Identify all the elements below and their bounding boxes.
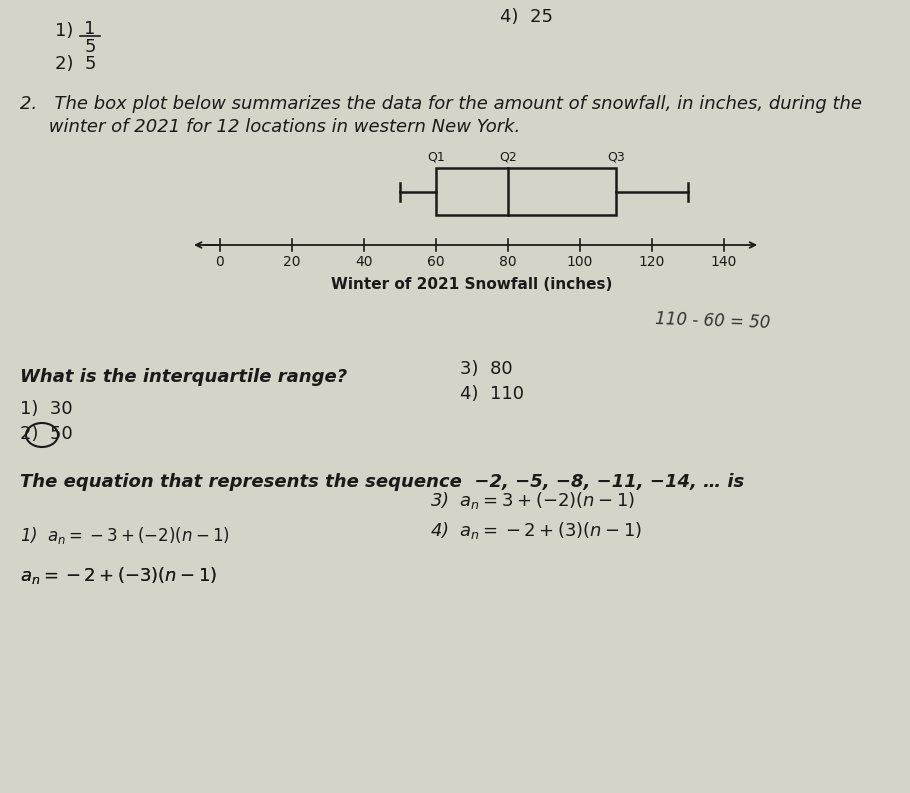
- Text: Winter of 2021 Snowfall (inches): Winter of 2021 Snowfall (inches): [331, 277, 612, 292]
- Text: 1: 1: [85, 20, 96, 38]
- Text: 2.   The box plot below summarizes the data for the amount of snowfall, in inche: 2. The box plot below summarizes the dat…: [20, 95, 862, 113]
- Text: 0: 0: [216, 255, 225, 269]
- Text: 5: 5: [85, 38, 96, 56]
- Text: 140: 140: [711, 255, 737, 269]
- Text: 100: 100: [567, 255, 593, 269]
- Text: $a_n = -2 + (-3)(n-1)$: $a_n = -2 + (-3)(n-1)$: [20, 565, 217, 586]
- Text: 4)  110: 4) 110: [460, 385, 524, 403]
- Text: 60: 60: [427, 255, 445, 269]
- Text: 1): 1): [55, 22, 74, 40]
- Text: 1)  30: 1) 30: [20, 400, 73, 418]
- Text: Q1: Q1: [427, 150, 445, 163]
- Text: 1)  $a_n = -3 + (-2)(n-1)$: 1) $a_n = -3 + (-2)(n-1)$: [20, 525, 230, 546]
- Bar: [436, 168, 616, 215]
- Text: 20: 20: [283, 255, 300, 269]
- Text: 2)  50: 2) 50: [20, 425, 73, 443]
- Text: Q3: Q3: [607, 150, 625, 163]
- Text: 4)  25: 4) 25: [500, 8, 553, 26]
- Text: Q2: Q2: [499, 150, 517, 163]
- Text: 3)  $a_n = 3 + (-2)(n-1)$: 3) $a_n = 3 + (-2)(n-1)$: [430, 490, 635, 511]
- Text: 120: 120: [639, 255, 665, 269]
- Text: 2)  5: 2) 5: [55, 55, 96, 73]
- Text: The equation that represents the sequence  −2, −5, −8, −11, −14, … is: The equation that represents the sequenc…: [20, 473, 744, 491]
- Text: $a_n = -2 + (-3)(n-1)$: $a_n = -2 + (-3)(n-1)$: [20, 565, 217, 586]
- Text: 3)  80: 3) 80: [460, 360, 512, 378]
- Text: 40: 40: [355, 255, 373, 269]
- Text: What is the interquartile range?: What is the interquartile range?: [20, 368, 348, 386]
- Text: 80: 80: [500, 255, 517, 269]
- Text: 110 - 60 = 50: 110 - 60 = 50: [655, 310, 771, 332]
- Text: 4)  $a_n = -2 + (3)(n-1)$: 4) $a_n = -2 + (3)(n-1)$: [430, 520, 642, 541]
- Text: winter of 2021 for 12 locations in western New York.: winter of 2021 for 12 locations in weste…: [20, 118, 521, 136]
